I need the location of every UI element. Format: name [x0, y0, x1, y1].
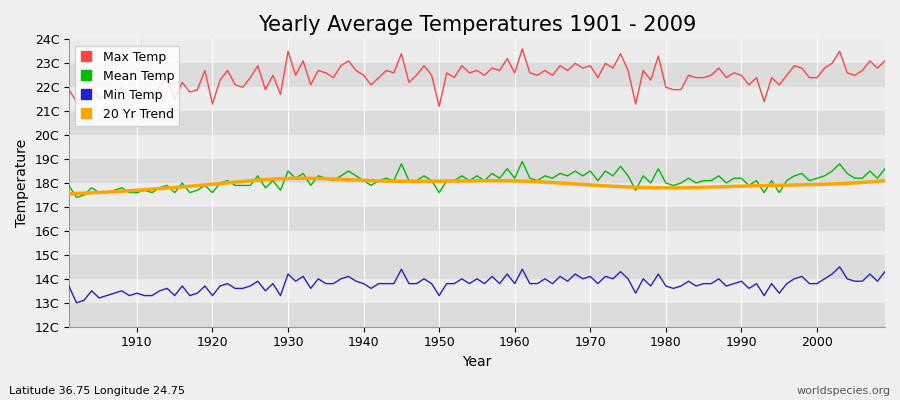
Bar [69, 159, 885, 183]
X-axis label: Year: Year [463, 355, 491, 369]
Text: Latitude 36.75 Longitude 24.75: Latitude 36.75 Longitude 24.75 [9, 386, 185, 396]
Bar [69, 207, 885, 231]
Y-axis label: Temperature: Temperature [15, 139, 29, 227]
Bar [69, 111, 885, 135]
Bar [69, 255, 885, 279]
Bar [69, 87, 885, 111]
Legend: Max Temp, Mean Temp, Min Temp, 20 Yr Trend: Max Temp, Mean Temp, Min Temp, 20 Yr Tre… [76, 46, 179, 126]
Bar [69, 135, 885, 159]
Bar [69, 183, 885, 207]
Bar [69, 63, 885, 87]
Bar [69, 231, 885, 255]
Bar [69, 39, 885, 63]
Bar [69, 303, 885, 327]
Title: Yearly Average Temperatures 1901 - 2009: Yearly Average Temperatures 1901 - 2009 [257, 15, 696, 35]
Text: worldspecies.org: worldspecies.org [796, 386, 891, 396]
Bar [69, 279, 885, 303]
